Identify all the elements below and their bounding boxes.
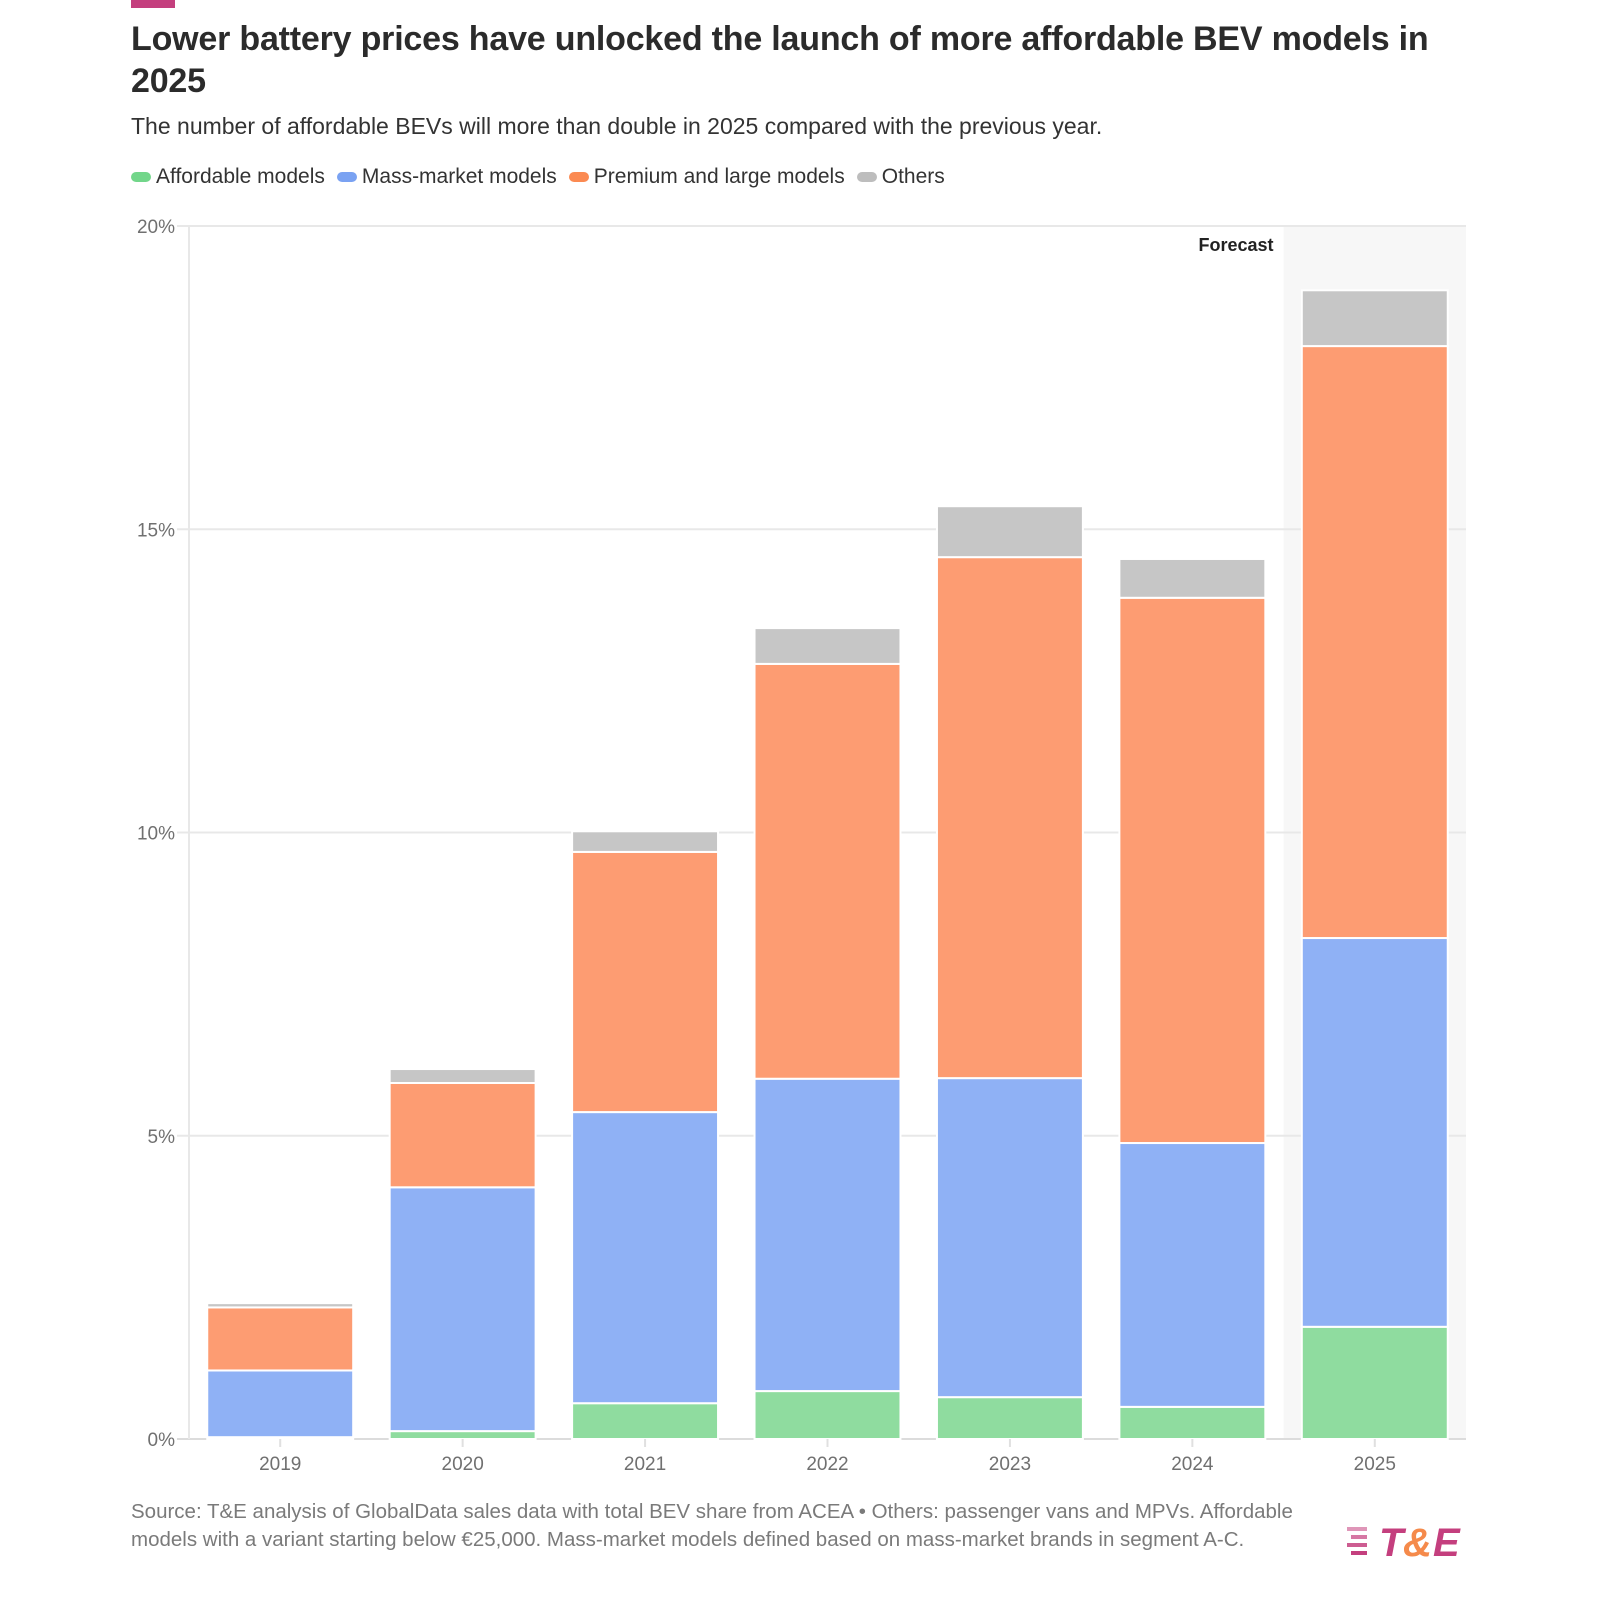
te-logo: T & E: [1347, 1521, 1461, 1562]
x-tick-label: 2023: [989, 1454, 1031, 1475]
bar-segment-premium-and-large-models-2020: [388, 1081, 537, 1189]
legend-swatch-premium: [568, 172, 589, 182]
legend-item-mass-market[interactable]: Mass-market models: [336, 165, 557, 189]
bar-segment-premium-and-large-models-2023: [935, 556, 1084, 1080]
bar-segment-others-2019: [206, 1302, 355, 1309]
x-tick-label: 2022: [806, 1454, 848, 1475]
bar-segment-affordable-models-2023: [935, 1396, 1084, 1440]
bar-segment-mass-market-models-2020: [388, 1186, 537, 1433]
legend-label: Premium and large models: [593, 165, 845, 188]
logo-stripes-icon: [1347, 1527, 1367, 1555]
bar-segment-others-2021: [571, 830, 720, 853]
bar-segment-affordable-models-2024: [1118, 1405, 1267, 1440]
bar-segment-mass-market-models-2022: [753, 1077, 902, 1393]
bar-segment-mass-market-models-2025: [1300, 937, 1449, 1328]
x-tick-label: 2021: [624, 1454, 666, 1475]
bar-segment-affordable-models-2025: [1300, 1325, 1449, 1440]
bar-segment-others-2020: [388, 1068, 537, 1084]
legend-swatch-affordable: [131, 172, 151, 182]
bar-segment-affordable-models-2020: [388, 1430, 537, 1440]
bar-segment-affordable-models-2021: [571, 1402, 720, 1441]
bar-segment-premium-and-large-models-2021: [571, 850, 720, 1114]
forecast-label: Forecast: [1199, 235, 1274, 255]
bar-segment-mass-market-models-2024: [1118, 1142, 1267, 1408]
bar-segment-mass-market-models-2023: [935, 1077, 1084, 1399]
bar-segment-affordable-models-2022: [753, 1390, 902, 1441]
legend-item-affordable[interactable]: Affordable models: [131, 165, 325, 189]
legend-label: Affordable models: [156, 165, 325, 188]
x-tick-label: 2024: [1171, 1454, 1214, 1475]
bar-segment-others-2022: [753, 627, 902, 665]
x-tick-label: 2025: [1354, 1454, 1396, 1475]
bar-segment-others-2025: [1300, 289, 1449, 348]
y-tick-label: 15%: [137, 520, 175, 541]
bar-segment-premium-and-large-models-2024: [1118, 596, 1267, 1145]
legend-label: Others: [881, 165, 945, 188]
legend: Affordable models Mass-market models Pre…: [131, 165, 957, 189]
source-note: Source: T&E analysis of GlobalData sales…: [131, 1500, 1293, 1551]
y-tick-label: 10%: [137, 824, 175, 845]
bar-segment-others-2024: [1118, 557, 1267, 599]
bar-segment-mass-market-models-2021: [571, 1111, 720, 1405]
x-tick-label: 2019: [259, 1454, 301, 1475]
logo-ampersand: &: [1403, 1521, 1432, 1562]
legend-item-others[interactable]: Others: [856, 165, 945, 189]
accent-bar: [131, 0, 175, 8]
legend-item-premium[interactable]: Premium and large models: [568, 165, 845, 189]
bar-segment-premium-and-large-models-2022: [753, 662, 902, 1080]
logo-letter-e: E: [1433, 1521, 1461, 1562]
bar-segment-premium-and-large-models-2019: [206, 1306, 355, 1372]
y-tick-label: 0%: [148, 1430, 176, 1451]
legend-label: Mass-market models: [361, 165, 557, 188]
y-tick-label: 5%: [148, 1127, 176, 1148]
bar-segment-mass-market-models-2019: [206, 1369, 355, 1439]
x-tick-label: 2020: [442, 1454, 484, 1475]
legend-swatch-others: [856, 172, 877, 182]
bar-segment-premium-and-large-models-2025: [1300, 345, 1449, 940]
chart-title: Lower battery prices have unlocked the l…: [131, 20, 1429, 100]
chart-subtitle: The number of affordable BEVs will more …: [131, 113, 1103, 139]
bar-segment-others-2023: [935, 505, 1084, 559]
logo-letter-t: T: [1379, 1521, 1407, 1562]
legend-swatch-mass-market: [336, 172, 357, 182]
y-tick-label: 20%: [137, 217, 175, 238]
